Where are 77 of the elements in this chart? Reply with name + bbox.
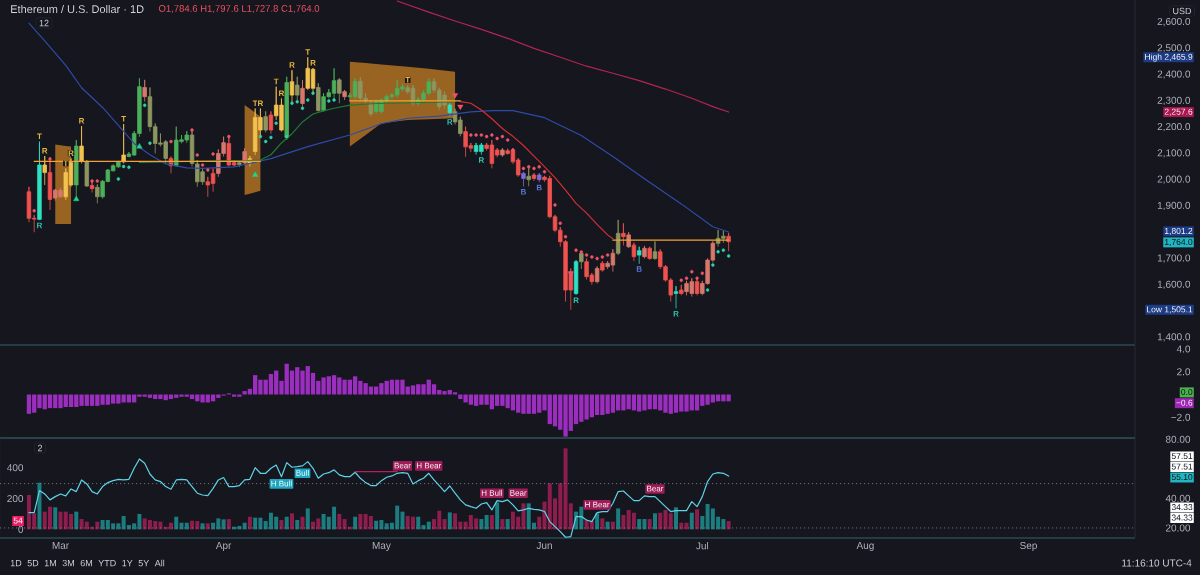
annotation: T [252, 100, 258, 106]
y-tick-label: 2,000.0 [1157, 175, 1191, 184]
text: 57.51 [1171, 453, 1193, 460]
annotation: T [305, 49, 311, 55]
annotation: B [636, 266, 642, 272]
text: USD [1173, 7, 1192, 15]
annotation: T [121, 116, 126, 122]
annotation: H Bear [416, 462, 442, 469]
x-tick-label: May [372, 542, 391, 551]
annotation: T [37, 133, 42, 140]
y-tick-label: 2,300.0 [1157, 96, 1191, 106]
annotation: R [479, 157, 485, 163]
annotation: R [79, 118, 85, 124]
annotation: R [279, 90, 285, 97]
text: 1,764.0 [1164, 238, 1193, 246]
text: 1D 5D 1M 3M 6M YTD 1Y 5Y All [10, 559, 165, 567]
annotation: 2 [37, 444, 43, 452]
annotation: B [536, 184, 542, 191]
annotation: Bear [394, 462, 411, 469]
text: High 2,465.9 [1145, 53, 1193, 62]
y-tick-label: 200 [7, 495, 24, 503]
annotation: T [405, 77, 411, 83]
y-tick-label: 1,400.0 [1157, 333, 1191, 342]
text: 0.0 [1181, 388, 1193, 395]
x-tick-label: Mar [52, 542, 69, 549]
annotation: O1,784.6 H1,797.6 L1,727.8 C1,764.0 [158, 5, 320, 13]
x-tick-label: Aug [856, 542, 874, 551]
x-tick-label: Jun [536, 542, 552, 549]
y-tick-label: 1,900.0 [1157, 201, 1191, 211]
y-tick-label: 20.00 [1165, 524, 1191, 532]
annotation: Bear [510, 490, 527, 496]
annotation: T [63, 160, 69, 166]
y-tick-label: 4.0 [1176, 345, 1191, 353]
annotation: T [273, 78, 279, 85]
y-tick-label: 40.00 [1165, 494, 1191, 502]
annotation: R [68, 150, 74, 156]
y-tick-label: 1,700.0 [1157, 254, 1191, 263]
text: 2,257.6 [1164, 108, 1193, 116]
text: 11:16:10 UTC-4 [1122, 559, 1192, 567]
text: 57.51 [1171, 463, 1193, 470]
annotation: 12 [39, 19, 49, 27]
y-tick-label: 0 [18, 525, 24, 533]
y-tick-label: 2,400.0 [1157, 70, 1191, 79]
text: 1,801.2 [1164, 227, 1193, 235]
annotation: R [447, 119, 453, 125]
annotation: R [573, 297, 579, 304]
annotation: 54 [13, 517, 23, 524]
y-tick-label: 400 [7, 464, 24, 472]
annotation: Bull [296, 469, 309, 476]
y-tick-label: −2.0 [1171, 413, 1191, 421]
y-tick-label: 1,600.0 [1157, 280, 1191, 289]
annotation: H Bull [271, 480, 292, 487]
y-tick-label: 2.0 [1177, 368, 1191, 376]
annotation: R [42, 148, 48, 154]
annotation: H Bull [481, 489, 503, 496]
annotation: R [310, 60, 316, 66]
annotation: Bear [647, 485, 664, 492]
y-tick-label: 2,200.0 [1157, 123, 1191, 132]
y-tick-label: 2,500.0 [1157, 44, 1191, 53]
y-tick-label: 2,600.0 [1157, 17, 1191, 27]
annotation: B [521, 189, 526, 195]
y-tick-label: 2,100.0 [1157, 149, 1191, 158]
annotation: R [37, 222, 43, 229]
annotation: H Bear [585, 501, 610, 508]
x-tick-label: Sep [1020, 542, 1037, 552]
chart-title: Ethereum / U.S. Dollar · 1D [11, 4, 144, 14]
annotation: R [258, 100, 264, 106]
x-tick-label: Apr [215, 542, 232, 551]
text: 34.33 [1171, 504, 1193, 511]
text: 55.10 [1171, 474, 1193, 481]
text: Low 1,505.1 [1147, 306, 1193, 314]
annotation: R [289, 62, 295, 68]
x-tick-label: Jul [696, 542, 709, 550]
text: 34.33 [1171, 514, 1193, 521]
annotation: R [673, 310, 679, 317]
y-tick-label: 80.00 [1165, 435, 1191, 443]
text: −0.6 [1176, 399, 1193, 406]
